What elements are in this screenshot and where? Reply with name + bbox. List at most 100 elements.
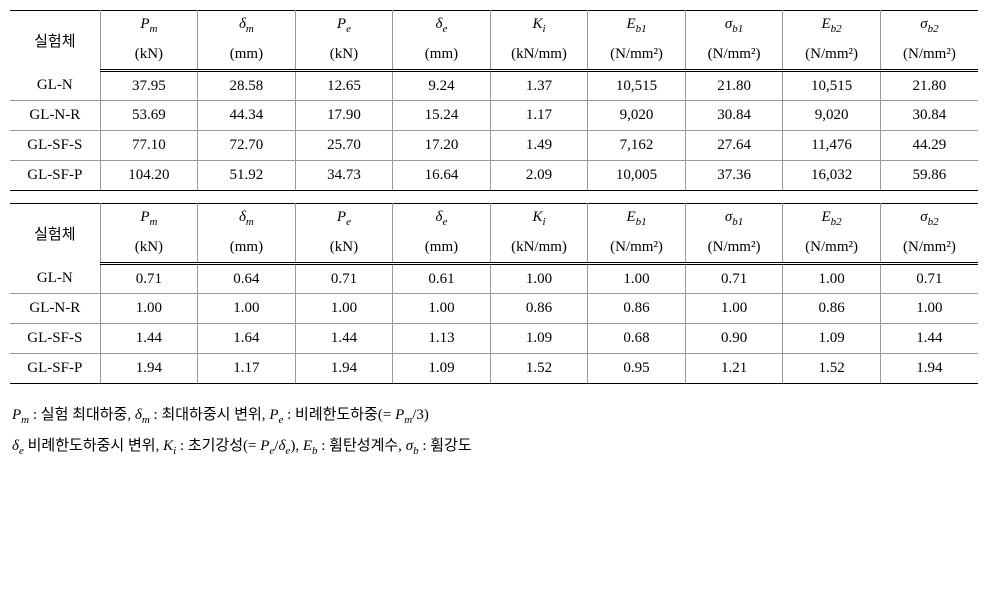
legend-line-2: δe 비례한도하중시 변위, Ki : 초기강성(= Pe/δe), Eb : … (12, 431, 976, 462)
cell-value: 0.86 (588, 294, 686, 324)
col-specimen: 실험체 (10, 204, 100, 264)
cell-value: 0.71 (100, 264, 198, 294)
cell-value: 1.09 (783, 324, 881, 354)
cell-value: 28.58 (198, 71, 296, 101)
cell-specimen: GL-N (10, 71, 100, 101)
table-header-row-2: (kN) (mm) (kN) (mm) (kN/mm) (N/mm²) (N/m… (10, 41, 978, 71)
cell-value: 1.44 (880, 324, 978, 354)
cell-value: 1.94 (295, 354, 393, 384)
cell-value: 1.00 (295, 294, 393, 324)
cell-value: 0.61 (393, 264, 491, 294)
cell-specimen: GL-SF-P (10, 161, 100, 191)
col-Eb2-sym: Eb2 (783, 11, 881, 41)
col-Pm-sym: Pm (100, 204, 198, 234)
col-Pe-sym: Pe (295, 204, 393, 234)
col-Eb1-sym: Eb1 (588, 204, 686, 234)
cell-specimen: GL-N-R (10, 294, 100, 324)
cell-value: 17.90 (295, 101, 393, 131)
col-dm-unit: (mm) (198, 234, 296, 264)
table-row: GL-N-R1.001.001.001.000.860.861.000.861.… (10, 294, 978, 324)
table-row: GL-SF-P1.941.171.941.091.520.951.211.521… (10, 354, 978, 384)
table-row: GL-N0.710.640.710.611.001.000.711.000.71 (10, 264, 978, 294)
col-sb1-unit: (N/mm²) (685, 234, 783, 264)
col-dm-sym: δm (198, 11, 296, 41)
table-row: GL-SF-S77.1072.7025.7017.201.497,16227.6… (10, 131, 978, 161)
col-Ki-sym: Ki (490, 204, 588, 234)
cell-value: 0.68 (588, 324, 686, 354)
cell-value: 10,515 (588, 71, 686, 101)
cell-value: 1.00 (100, 294, 198, 324)
cell-value: 44.29 (880, 131, 978, 161)
cell-value: 0.95 (588, 354, 686, 384)
col-sb2-unit: (N/mm²) (880, 41, 978, 71)
cell-value: 10,005 (588, 161, 686, 191)
cell-value: 44.34 (198, 101, 296, 131)
col-Pm-unit: (kN) (100, 234, 198, 264)
cell-value: 1.21 (685, 354, 783, 384)
col-Pe-unit: (kN) (295, 234, 393, 264)
cell-value: 1.00 (685, 294, 783, 324)
col-sb1-sym: σb1 (685, 204, 783, 234)
col-de-sym: δe (393, 11, 491, 41)
cell-value: 0.86 (783, 294, 881, 324)
cell-value: 30.84 (880, 101, 978, 131)
cell-value: 37.95 (100, 71, 198, 101)
cell-value: 10,515 (783, 71, 881, 101)
col-Pm-sym: Pm (100, 11, 198, 41)
cell-value: 9.24 (393, 71, 491, 101)
col-Ki-sym: Ki (490, 11, 588, 41)
cell-value: 1.00 (393, 294, 491, 324)
cell-value: 1.09 (393, 354, 491, 384)
table-row: GL-N-R53.6944.3417.9015.241.17 9,02030.84… (10, 101, 978, 131)
cell-value: 1.52 (490, 354, 588, 384)
col-Ki-unit: (kN/mm) (490, 41, 588, 71)
col-Eb2-unit: (N/mm²) (783, 41, 881, 71)
table-header-row-1: 실험체 Pm δm Pe δe Ki Eb1 σb1 Eb2 σb2 (10, 11, 978, 41)
cell-value: 7,162 (588, 131, 686, 161)
cell-value: 51.92 (198, 161, 296, 191)
cell-value: 1.13 (393, 324, 491, 354)
col-de-sym: δe (393, 204, 491, 234)
table-row: GL-SF-P104.2051.9234.7316.642.0910,00537… (10, 161, 978, 191)
cell-value: 1.17 (198, 354, 296, 384)
cell-value: 1.00 (783, 264, 881, 294)
col-Eb2-sym: Eb2 (783, 204, 881, 234)
cell-value: 9,020 (783, 101, 881, 131)
col-Ki-unit: (kN/mm) (490, 234, 588, 264)
table-row: GL-N37.9528.5812.659.241.3710,51521.8010… (10, 71, 978, 101)
col-specimen: 실험체 (10, 11, 100, 71)
col-Eb1-unit: (N/mm²) (588, 234, 686, 264)
cell-value: 37.36 (685, 161, 783, 191)
cell-value: 21.80 (880, 71, 978, 101)
cell-value: 0.86 (490, 294, 588, 324)
cell-specimen: GL-SF-S (10, 131, 100, 161)
cell-value: 1.52 (783, 354, 881, 384)
cell-specimen: GL-SF-S (10, 324, 100, 354)
legend: Pm : 실험 최대하중, δm : 최대하중시 변위, Pe : 비례한도하중… (10, 396, 978, 466)
cell-value: 1.17 (490, 101, 588, 131)
cell-value: 16,032 (783, 161, 881, 191)
cell-value: 17.20 (393, 131, 491, 161)
cell-value: 1.44 (100, 324, 198, 354)
col-Pm-unit: (kN) (100, 41, 198, 71)
cell-value: 1.64 (198, 324, 296, 354)
cell-value: 1.00 (490, 264, 588, 294)
col-de-unit: (mm) (393, 41, 491, 71)
results-table-2: 실험체 Pm δm Pe δe Ki Eb1 σb1 Eb2 σb2 (kN) … (10, 203, 978, 384)
cell-value: 0.71 (880, 264, 978, 294)
cell-value: 1.00 (198, 294, 296, 324)
cell-value: 72.70 (198, 131, 296, 161)
cell-value: 21.80 (685, 71, 783, 101)
cell-value: 0.71 (685, 264, 783, 294)
cell-value: 1.37 (490, 71, 588, 101)
cell-value: 53.69 (100, 101, 198, 131)
cell-specimen: GL-N-R (10, 101, 100, 131)
cell-value: 0.64 (198, 264, 296, 294)
cell-value: 15.24 (393, 101, 491, 131)
col-Eb2-unit: (N/mm²) (783, 234, 881, 264)
legend-line-1: Pm : 실험 최대하중, δm : 최대하중시 변위, Pe : 비례한도하중… (12, 400, 976, 431)
col-sb1-unit: (N/mm²) (685, 41, 783, 71)
cell-value: 2.09 (490, 161, 588, 191)
col-Pe-unit: (kN) (295, 41, 393, 71)
cell-value: 1.49 (490, 131, 588, 161)
